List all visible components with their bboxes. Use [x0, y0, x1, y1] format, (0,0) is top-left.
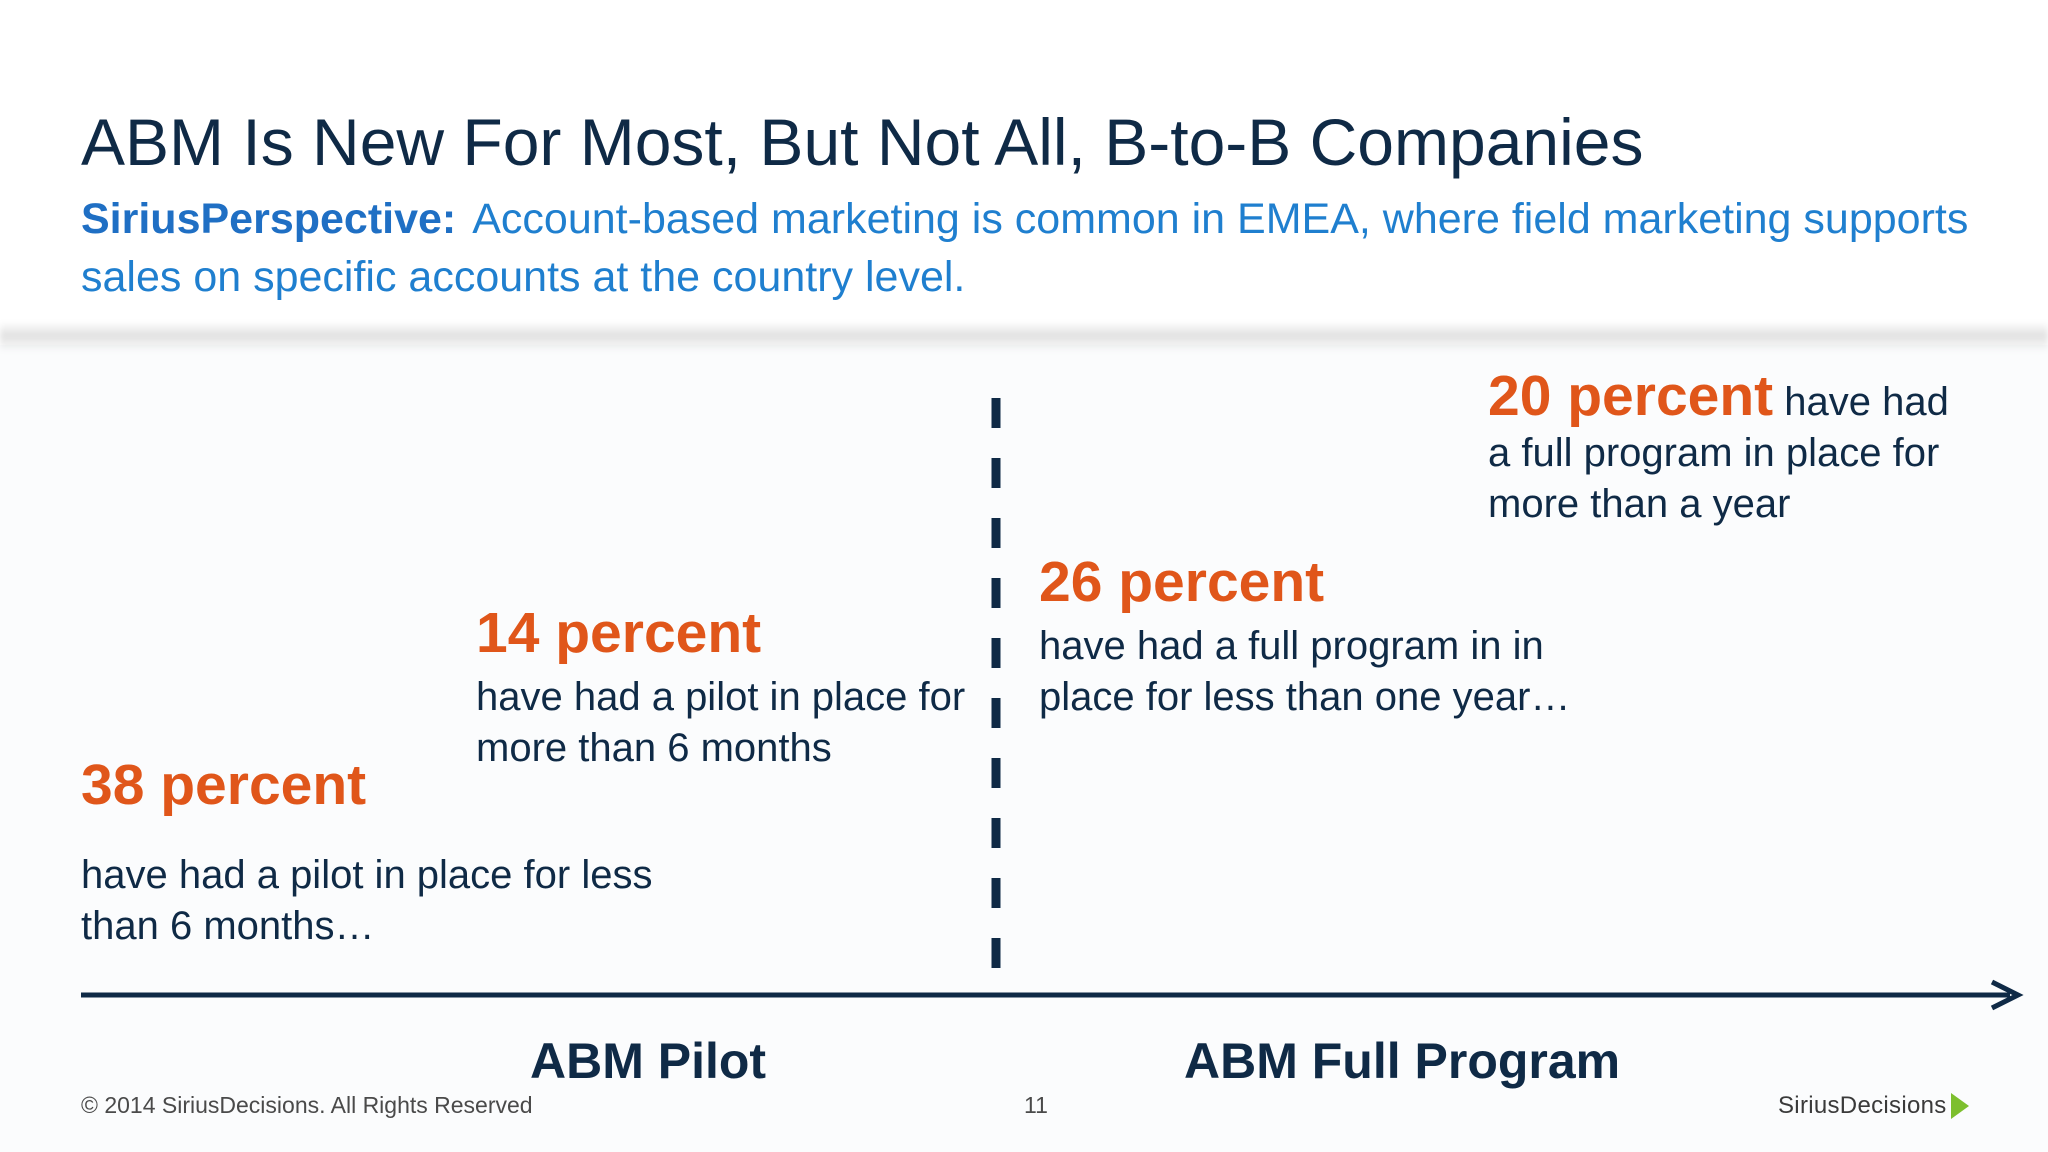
- axis-label-abm-pilot: ABM Pilot: [530, 1033, 767, 1089]
- header-divider-shadow: [0, 322, 2048, 352]
- sirius-decisions-logo: SiriusDecisions: [1778, 1092, 1969, 1120]
- stat-description: have had a full program in in place for …: [1039, 624, 1571, 719]
- stat-description: have had a pilot in place for less than …: [81, 853, 653, 948]
- perspective-text: Account-based marketing is common in EME…: [81, 195, 1969, 301]
- stat-14-percent: 14 percent have had a pilot in place for…: [476, 600, 976, 774]
- footer-copyright: © 2014 SiriusDecisions. All Rights Reser…: [81, 1092, 533, 1118]
- stat-value: 14 percent: [476, 601, 762, 665]
- sirius-perspective: SiriusPerspective: Account-based marketin…: [81, 190, 1981, 306]
- stat-20-percent: 20 percent have had a full program in pl…: [1488, 368, 2028, 530]
- slide-title: ABM Is New For Most, But Not All, B-to-B…: [81, 105, 1644, 179]
- perspective-label: SiriusPerspective:: [81, 195, 457, 243]
- stat-description-inline: have had: [1784, 380, 1949, 424]
- stat-description: a full program in place for more than a …: [1488, 431, 1940, 526]
- axis-label-abm-full-program: ABM Full Program: [1184, 1033, 1621, 1089]
- timeline-arrowhead-icon: [1990, 979, 2024, 1011]
- stat-value: 38 percent: [81, 753, 367, 817]
- logo-arrow-icon: [1950, 1093, 1969, 1119]
- content-area: [0, 345, 2048, 1152]
- timeline-graphic: [81, 398, 2024, 1011]
- stat-value: 20 percent: [1488, 364, 1774, 428]
- stat-description: have had a pilot in place for more than …: [476, 675, 966, 770]
- stat-38-percent: 38 percent have had a pilot in place for…: [81, 752, 681, 952]
- logo-text: SiriusDecisions: [1778, 1092, 1947, 1119]
- stat-26-percent: 26 percent have had a full program in in…: [1039, 549, 1639, 723]
- page-number: 11: [1024, 1092, 1048, 1118]
- stat-value: 26 percent: [1039, 550, 1325, 614]
